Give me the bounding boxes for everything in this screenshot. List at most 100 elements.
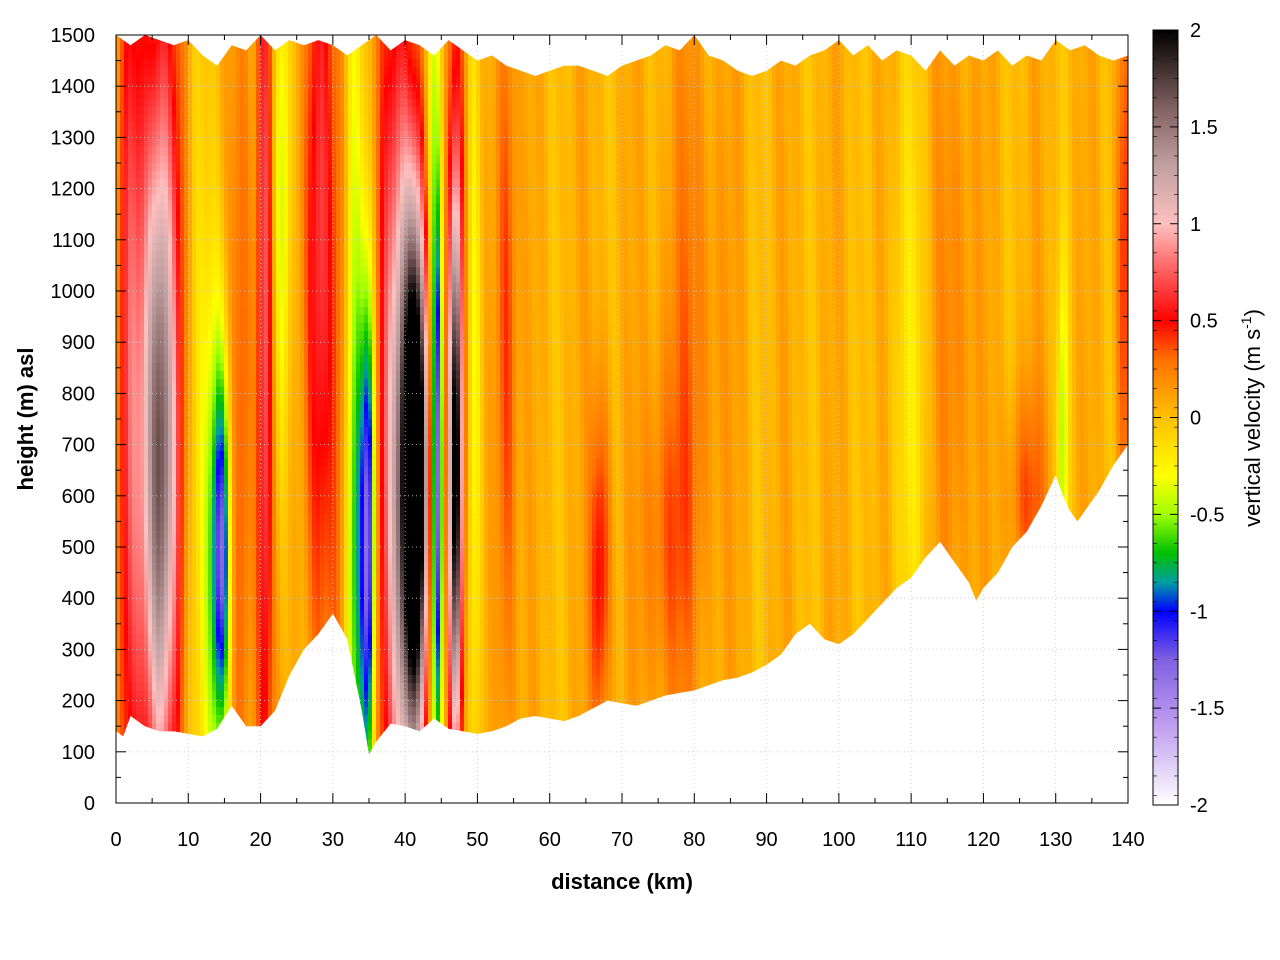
field-cell (208, 379, 213, 388)
field-cell (188, 595, 193, 604)
field-cell (312, 235, 317, 244)
field-cell (248, 611, 253, 620)
field-cell (204, 667, 209, 676)
field-cell (168, 699, 173, 708)
field-cell (192, 203, 197, 212)
field-cell (132, 315, 137, 324)
field-cell (276, 587, 281, 596)
field-cell (224, 283, 229, 292)
field-cell (252, 643, 257, 652)
field-cell (256, 659, 261, 668)
field-cell (220, 363, 225, 372)
field-cell (256, 123, 261, 132)
field-cell (144, 91, 149, 100)
field-cell (236, 531, 241, 540)
field-cell (184, 603, 189, 612)
field-cell (148, 243, 153, 252)
field-cell (240, 283, 245, 292)
field-cell (216, 483, 221, 492)
field-cell (200, 387, 205, 396)
field-cell (140, 171, 145, 180)
field-cell (276, 523, 281, 532)
field-cell (180, 355, 185, 364)
field-cell (304, 339, 309, 348)
field-cell (236, 171, 241, 180)
field-cell (292, 467, 297, 476)
field-cell (132, 299, 137, 308)
field-cell (244, 459, 249, 468)
field-cell (156, 219, 161, 228)
field-cell (116, 355, 121, 364)
field-cell (156, 171, 161, 180)
field-cell (124, 539, 129, 548)
field-cell (124, 587, 129, 596)
field-cell (256, 547, 261, 556)
field-cell (148, 723, 153, 732)
field-cell (240, 123, 245, 132)
field-cell (256, 635, 261, 644)
field-cell (160, 435, 165, 444)
field-cell (128, 643, 133, 652)
field-cell (192, 243, 197, 252)
field-cell (248, 427, 253, 436)
field-cell (296, 251, 301, 260)
field-cell (300, 115, 305, 124)
field-cell (316, 283, 321, 292)
field-cell (220, 491, 225, 500)
field-cell (128, 379, 133, 388)
field-cell (220, 651, 225, 660)
field-cell (164, 523, 169, 532)
field-cell (120, 675, 125, 684)
field-cell (288, 347, 293, 356)
field-cell (236, 347, 241, 356)
field-cell (140, 667, 145, 676)
field-cell (216, 667, 221, 676)
field-cell (244, 507, 249, 516)
field-cell (272, 187, 277, 196)
field-cell (232, 147, 237, 156)
field-cell (280, 499, 285, 508)
field-cell (176, 267, 181, 276)
field-cell (192, 347, 197, 356)
field-cell (300, 499, 305, 508)
field-cell (136, 411, 141, 420)
field-cell (128, 179, 133, 188)
field-cell (308, 571, 313, 580)
field-cell (144, 395, 149, 404)
field-cell (276, 275, 281, 284)
field-cell (304, 563, 309, 572)
field-cell (168, 723, 173, 732)
field-cell (188, 219, 193, 228)
field-cell (256, 195, 261, 204)
field-cell (264, 331, 269, 340)
field-cell (204, 651, 209, 660)
field-cell (196, 83, 201, 92)
field-cell (172, 131, 177, 140)
field-cell (224, 499, 229, 508)
field-cell (204, 691, 209, 700)
field-cell (128, 435, 133, 444)
field-cell (264, 683, 269, 692)
field-cell (196, 99, 201, 108)
field-cell (268, 475, 273, 484)
field-cell (260, 211, 265, 220)
field-cell (116, 75, 121, 84)
field-cell (196, 731, 201, 740)
field-cell (148, 539, 153, 548)
field-cell (312, 595, 317, 604)
field-cell (208, 483, 213, 492)
field-cell (224, 627, 229, 636)
field-cell (200, 163, 205, 172)
field-cell (180, 611, 185, 620)
field-cell (248, 659, 253, 668)
field-cell (220, 499, 225, 508)
field-cell (156, 131, 161, 140)
field-cell (180, 395, 185, 404)
field-cell (236, 403, 241, 412)
field-cell (228, 451, 233, 460)
field-cell (164, 291, 169, 300)
field-cell (224, 211, 229, 220)
field-cell (252, 579, 257, 588)
field-cell (264, 595, 269, 604)
field-cell (236, 675, 241, 684)
